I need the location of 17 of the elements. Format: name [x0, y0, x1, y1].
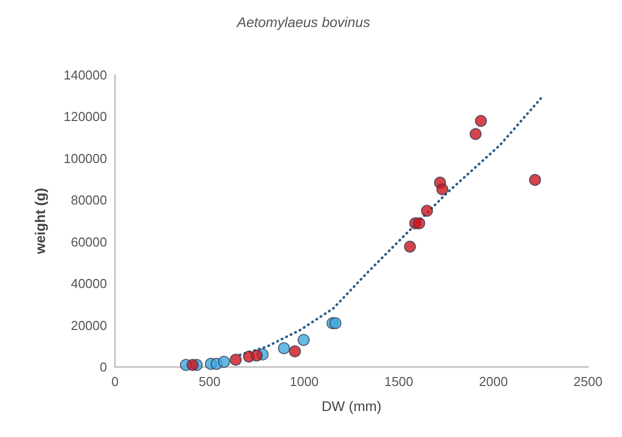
y-tick-label: 20000 [70, 318, 107, 333]
y-tick-label: 0 [100, 360, 107, 374]
x-tick-label: 2000 [478, 374, 508, 389]
x-tick-label: 1000 [290, 374, 319, 389]
x-tick-label: 2500 [574, 374, 602, 389]
y-tick-label: 120000 [64, 109, 107, 124]
x-tick-label: 1500 [384, 374, 414, 389]
y-tick-label: 80000 [70, 192, 107, 208]
chart-title: Aetomylaeus bovinus [236, 14, 370, 30]
y-axis-title: weight (g) [32, 188, 48, 256]
x-tick-label: 0 [111, 374, 119, 389]
x-axis-title: DW (mm) [322, 398, 382, 414]
y-tick-label: 40000 [70, 276, 107, 292]
y-tick-label: 140000 [64, 68, 107, 82]
x-tick-label: 500 [198, 374, 220, 389]
y-tick-label: 100000 [64, 150, 107, 166]
y-tick-label: 60000 [70, 234, 107, 250]
